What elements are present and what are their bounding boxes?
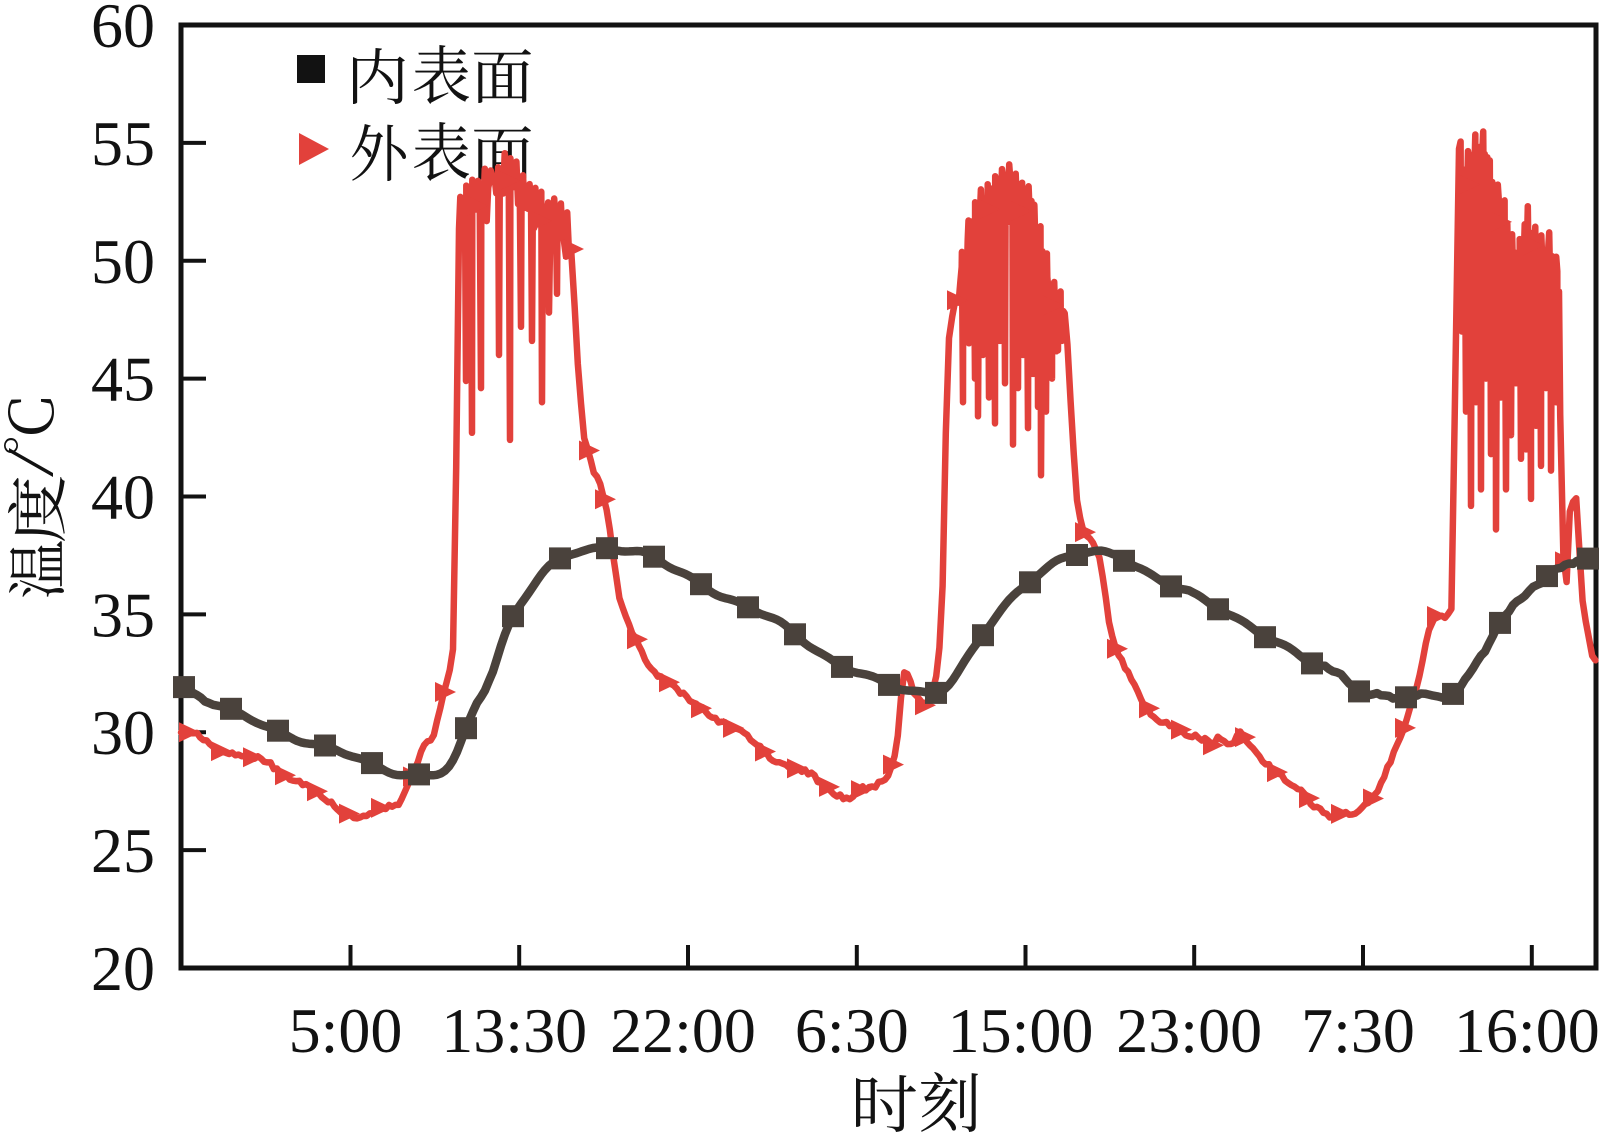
svg-text:25: 25 [91, 815, 155, 886]
svg-text:60: 60 [91, 0, 155, 61]
svg-text:7:30: 7:30 [1301, 995, 1415, 1066]
svg-text:6:30: 6:30 [795, 995, 909, 1066]
svg-text:45: 45 [91, 344, 155, 415]
svg-text:22:00: 22:00 [610, 995, 756, 1066]
svg-text:55: 55 [91, 108, 155, 179]
svg-text:16:00: 16:00 [1454, 995, 1600, 1066]
svg-text:20: 20 [91, 933, 155, 1004]
svg-text:5:00: 5:00 [289, 995, 403, 1066]
svg-text:35: 35 [91, 579, 155, 650]
svg-text:50: 50 [91, 226, 155, 297]
svg-text:23:00: 23:00 [1116, 995, 1262, 1066]
svg-text:30: 30 [91, 697, 155, 768]
svg-text:15:00: 15:00 [948, 995, 1094, 1066]
svg-text:40: 40 [91, 462, 155, 533]
svg-text:13:30: 13:30 [441, 995, 587, 1066]
